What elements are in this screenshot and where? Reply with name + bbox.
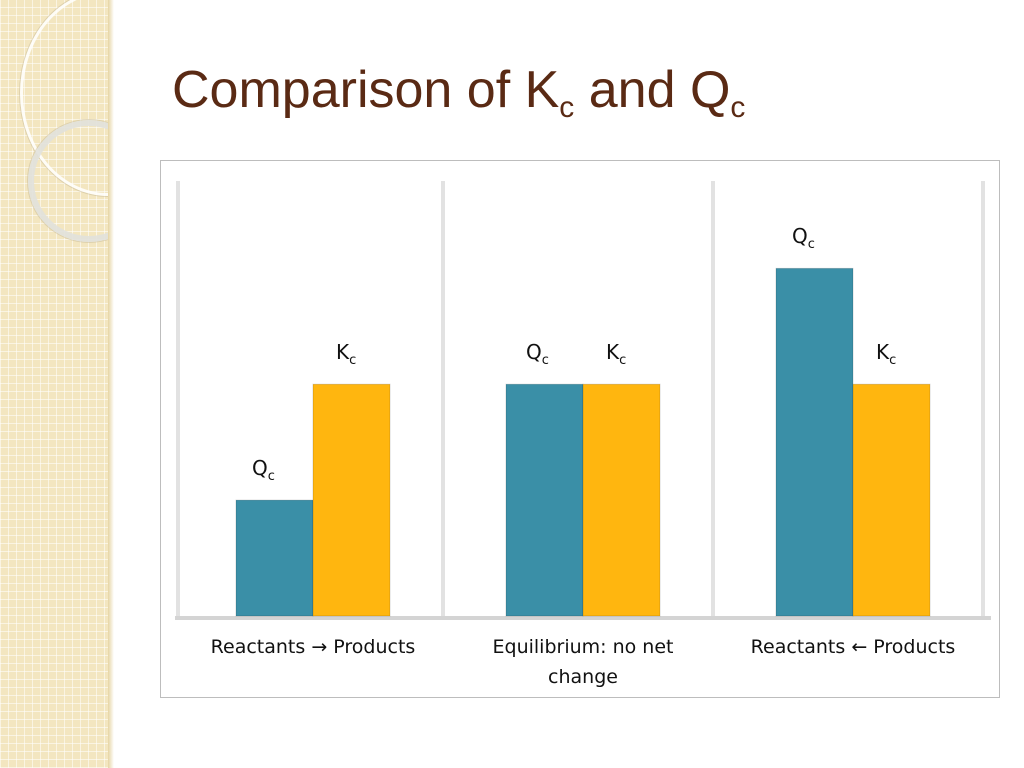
panel-divider (981, 181, 985, 616)
bar-qc-2 (505, 383, 584, 617)
bar-qc-3 (775, 267, 854, 617)
panel-divider (441, 181, 445, 616)
bar-label-subscript: c (619, 353, 627, 369)
bar-label-kc: Kc (876, 340, 896, 368)
panel-divider (711, 181, 715, 616)
category-label: Reactants → Products (210, 636, 416, 658)
bar-label-qc: Qc (792, 224, 815, 252)
bar-label-subscript: c (349, 353, 357, 369)
bar-label-subscript: c (267, 469, 275, 485)
bar-label-qc: Qc (526, 340, 549, 368)
bar-label-letter: K (336, 340, 350, 365)
bar-label-subscript: c (807, 237, 815, 253)
bar-label-letter: Q (252, 456, 268, 481)
bar-label-subscript: c (889, 353, 897, 369)
bar-qc-1 (235, 499, 314, 617)
bar-label-kc: Kc (606, 340, 626, 368)
title-text-q: and Q (574, 61, 731, 119)
bar-label-letter: Q (526, 340, 542, 365)
side-band-edge (108, 0, 114, 768)
bar-label-subscript: c (541, 353, 549, 369)
bar-chart (175, 181, 991, 620)
bar-label-letter: Q (792, 224, 808, 249)
panel-divider (176, 181, 180, 616)
bar-label-letter: K (876, 340, 890, 365)
bar-label-kc: Kc (336, 340, 356, 368)
bar-kc-2 (582, 383, 661, 617)
title-text-k: Comparison of K (172, 61, 560, 119)
decorative-ring (28, 120, 112, 242)
bar-kc-1 (312, 383, 391, 617)
bar-label-qc: Qc (252, 456, 275, 484)
category-label: Equilibrium: no net change (492, 636, 674, 688)
chart-baseline (175, 616, 991, 620)
title-subscript-2: c (730, 91, 746, 124)
bar-label-letter: K (606, 340, 620, 365)
category-label: Reactants ← Products (750, 636, 956, 658)
chart-container: Qc Kc Reactants → Products Qc Kc Equilibrium:… (160, 160, 1000, 698)
title-subscript-1: c (559, 91, 575, 124)
decorative-side-band (0, 0, 112, 768)
bar-kc-3 (852, 383, 931, 617)
slide-title: Comparison of Kc and Qc (172, 60, 745, 125)
